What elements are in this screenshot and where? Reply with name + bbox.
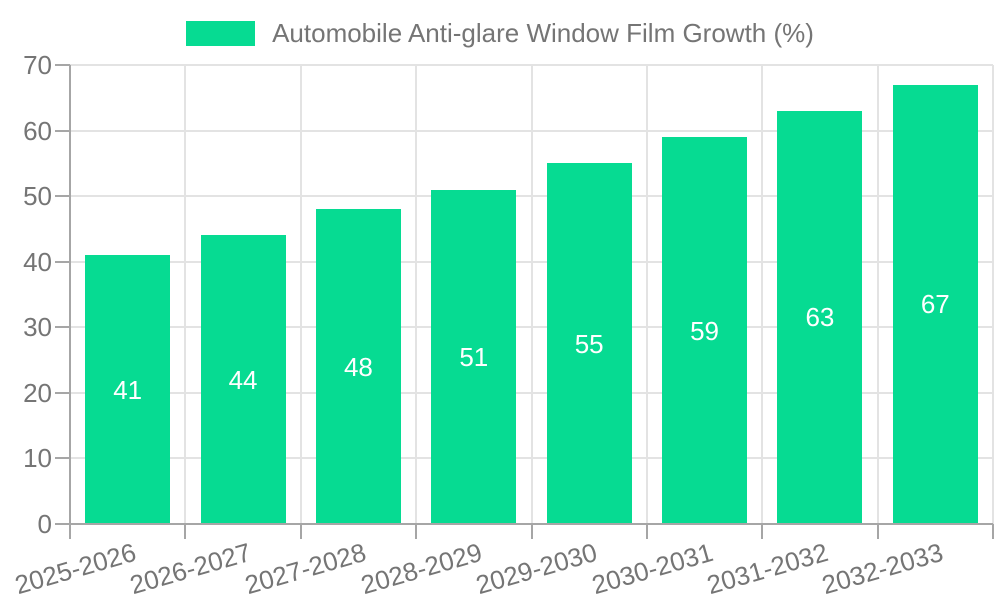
y-tick-label: 10 [23,443,52,474]
x-tick-label: 2027-2028 [241,537,370,600]
y-tick-label: 0 [37,509,52,539]
y-tick-label: 60 [23,115,52,146]
legend-swatch-icon [186,20,256,46]
y-tick-label: 20 [23,377,52,408]
y-tick-label: 70 [23,50,52,80]
bar-value-label: 67 [920,289,950,320]
x-tick-label: 2030-2031 [588,537,716,600]
x-grid-line [761,65,764,524]
y-tick-mark [55,129,70,132]
bar-value-label: 48 [343,351,373,382]
x-grid-line [299,65,302,524]
x-tick-mark [184,524,187,539]
bar-value-label: 55 [574,328,604,359]
bar[interactable] [431,189,517,524]
legend: Automobile Anti-glare Window Film Growth… [0,18,1000,48]
x-tick-label: 2026-2027 [126,537,255,600]
bar[interactable] [662,137,748,524]
y-tick-mark [55,64,70,66]
bar-value-label: 41 [113,374,143,405]
x-tick-mark [69,524,71,539]
y-tick-label: 30 [23,312,52,343]
x-grid-line [645,65,648,524]
legend-item[interactable]: Automobile Anti-glare Window Film Growth… [186,18,814,48]
y-tick-mark [55,260,70,263]
x-tick-label: 2025-2026 [11,537,139,600]
x-tick-label: 2028-2029 [357,537,486,600]
y-tick-mark [55,457,70,460]
x-axis-line [70,523,993,525]
x-tick-mark [992,524,994,539]
bar-value-label: 63 [805,302,835,333]
bar[interactable] [892,84,978,524]
x-grid-line [992,65,994,524]
y-tick-label: 40 [23,246,52,277]
x-grid-line [415,65,418,524]
bar-value-label: 59 [690,315,720,346]
x-tick-mark [645,524,648,539]
x-tick-label: 2032-2033 [818,537,947,600]
bar[interactable] [546,163,632,524]
bar[interactable] [200,235,286,524]
bar-value-label: 44 [228,364,258,395]
y-axis-line [69,65,71,525]
legend-label: Automobile Anti-glare Window Film Growth… [272,18,814,48]
bar[interactable] [85,255,171,524]
x-tick-label: 2031-2032 [703,537,832,600]
x-tick-mark [876,524,879,539]
x-tick-mark [415,524,418,539]
x-tick-label: 2029-2030 [472,537,601,600]
x-grid-line [530,65,533,524]
bar[interactable] [315,209,401,524]
y-tick-mark [55,391,70,394]
y-tick-label: 50 [23,181,52,212]
bar-value-label: 51 [459,341,489,372]
x-grid-line [876,65,879,524]
x-tick-mark [761,524,764,539]
x-tick-mark [299,524,302,539]
x-grid-line [184,65,187,524]
x-tick-mark [530,524,533,539]
bar[interactable] [777,110,863,524]
y-tick-mark [55,326,70,329]
y-tick-mark [55,195,70,198]
y-tick-mark [55,523,70,525]
